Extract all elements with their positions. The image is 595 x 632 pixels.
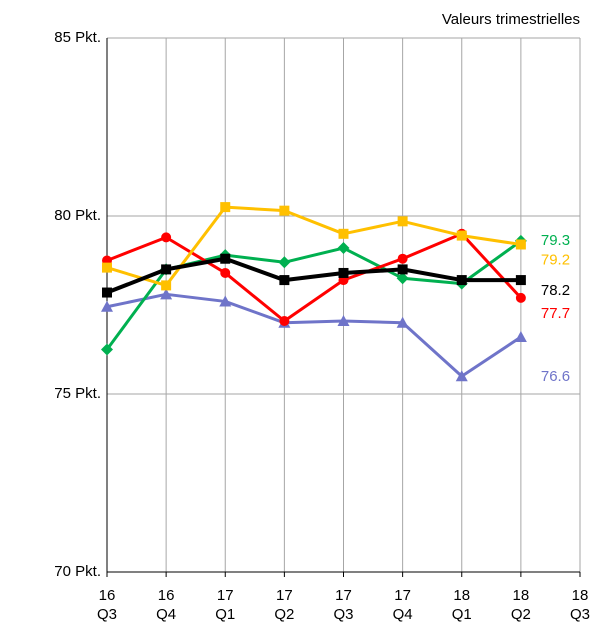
data-label: 79.3 <box>541 232 570 249</box>
marker <box>101 300 113 312</box>
series-line <box>106 232 522 323</box>
marker <box>515 239 526 250</box>
marker <box>456 275 467 286</box>
y-tick-label: 80 Pkt. <box>54 207 101 224</box>
marker <box>338 267 349 278</box>
x-tick-label: 16 Q3 <box>96 587 117 623</box>
marker <box>397 264 408 275</box>
marker <box>338 228 349 239</box>
marker <box>515 275 526 286</box>
marker <box>337 315 350 327</box>
marker <box>101 343 113 356</box>
marker <box>279 316 290 327</box>
series-line <box>106 292 522 378</box>
marker <box>279 205 290 216</box>
marker <box>397 216 408 227</box>
marker <box>278 256 291 269</box>
marker <box>220 253 231 264</box>
marker <box>219 295 232 307</box>
data-label: 77.7 <box>541 305 570 322</box>
marker <box>160 288 173 300</box>
marker <box>220 202 231 213</box>
data-label: 78.2 <box>541 282 570 299</box>
y-tick-label: 75 Pkt. <box>54 385 101 402</box>
x-tick-label: 18 Q2 <box>510 587 531 623</box>
x-tick-label: 18 Q1 <box>451 587 472 623</box>
marker <box>396 316 409 328</box>
chart-title: Valeurs trimestrielles <box>442 11 580 28</box>
series-line <box>106 256 521 295</box>
marker <box>161 280 172 291</box>
x-tick-label: 17 Q1 <box>215 587 236 623</box>
marker <box>161 232 172 243</box>
x-tick-label: 17 Q3 <box>333 587 354 623</box>
marker <box>102 287 112 298</box>
marker <box>397 253 408 264</box>
marker <box>161 264 172 275</box>
y-tick-label: 70 Pkt. <box>54 563 101 580</box>
marker <box>455 370 468 382</box>
marker <box>102 262 112 273</box>
series-line <box>106 205 522 287</box>
x-tick-label: 17 Q4 <box>392 587 413 623</box>
data-label: 79.2 <box>541 251 570 268</box>
y-tick-label: 85 Pkt. <box>54 29 101 46</box>
marker <box>514 331 527 343</box>
x-tick-label: 16 Q4 <box>156 587 177 623</box>
x-tick-label: 18 Q3 <box>569 587 590 623</box>
marker <box>456 230 467 241</box>
marker <box>220 267 231 278</box>
marker <box>279 275 290 286</box>
marker <box>337 242 350 255</box>
x-tick-label: 17 Q2 <box>274 587 295 623</box>
marker <box>396 272 409 285</box>
marker <box>515 292 526 303</box>
data-label: 76.6 <box>541 368 570 385</box>
